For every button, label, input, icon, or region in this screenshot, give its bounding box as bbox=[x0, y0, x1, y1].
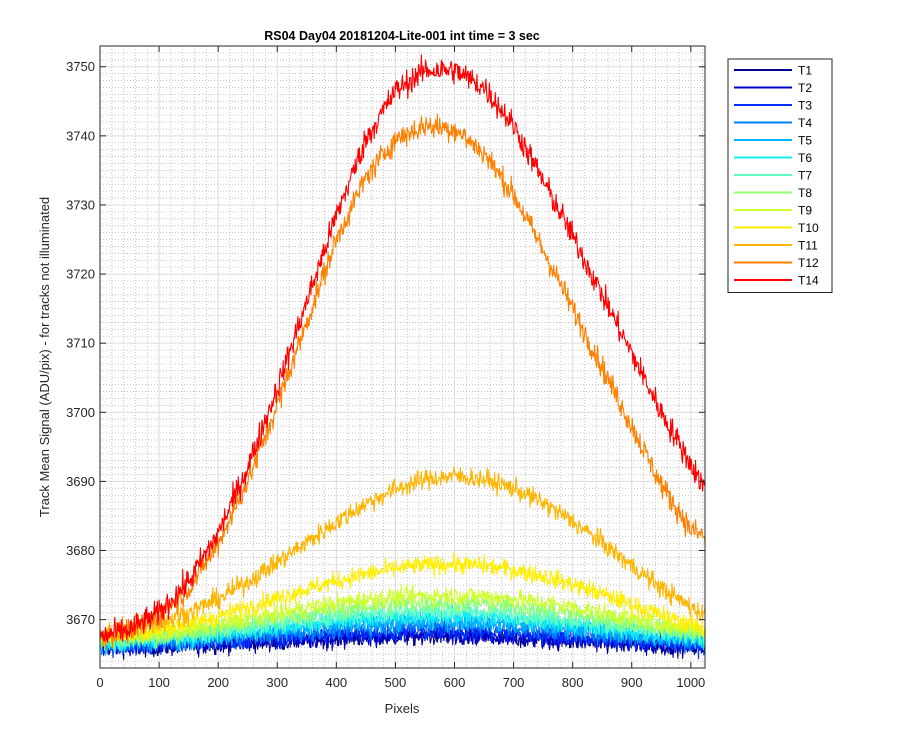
x-tick-label: 100 bbox=[148, 675, 170, 690]
plot-frame bbox=[99, 45, 706, 669]
legend-label-t1: T1 bbox=[798, 64, 812, 78]
series-line-t9 bbox=[100, 583, 705, 649]
legend[interactable]: T1 T2 T3 T4 T5 T6 T7 T8 T9 T10 T11 T12 T14 bbox=[727, 58, 833, 293]
series-line-t5 bbox=[100, 609, 705, 657]
y-tick-label: 3700 bbox=[66, 405, 95, 420]
x-axis-label: Pixels bbox=[385, 701, 420, 716]
legend-label-t7: T7 bbox=[798, 169, 812, 183]
series-line-t11 bbox=[100, 466, 705, 641]
legend-label-t2: T2 bbox=[798, 81, 812, 95]
series-line-t14 bbox=[100, 54, 705, 643]
x-tick-label: 300 bbox=[266, 675, 288, 690]
x-tick-label: 400 bbox=[325, 675, 347, 690]
y-tick-label: 3690 bbox=[66, 474, 95, 489]
series-lines bbox=[100, 54, 705, 660]
y-tick-label: 3710 bbox=[66, 336, 95, 351]
x-tick-label: 500 bbox=[385, 675, 407, 690]
x-tick-label: 800 bbox=[562, 675, 584, 690]
legend-label-t4: T4 bbox=[798, 116, 812, 130]
y-tick-label: 3730 bbox=[66, 197, 95, 212]
y-tick-label: 3740 bbox=[66, 128, 95, 143]
legend-label-t10: T10 bbox=[798, 221, 819, 235]
legend-label-t8: T8 bbox=[798, 186, 812, 200]
legend-label-t14: T14 bbox=[798, 274, 819, 288]
grid bbox=[99, 45, 705, 669]
axis-ticks: 0 100 200 300 400 500 600 700 800 900 1000 3670 3680… bbox=[66, 46, 705, 690]
series-line-t10 bbox=[100, 552, 705, 645]
chart-title: RS04 Day04 20181204-Lite-001 int time = … bbox=[264, 29, 540, 43]
x-tick-label: 900 bbox=[621, 675, 643, 690]
legend-label-t6: T6 bbox=[798, 151, 812, 165]
series-line-t12 bbox=[100, 113, 705, 650]
x-tick-label: 200 bbox=[207, 675, 229, 690]
legend-label-t5: T5 bbox=[798, 134, 812, 148]
y-tick-label: 3720 bbox=[66, 267, 95, 282]
legend-label-t3: T3 bbox=[798, 99, 812, 113]
x-tick-label: 1000 bbox=[676, 675, 705, 690]
x-tick-label: 700 bbox=[503, 675, 525, 690]
legend-label-t9: T9 bbox=[798, 204, 812, 218]
y-tick-label: 3670 bbox=[66, 612, 95, 627]
x-tick-label: 0 bbox=[96, 675, 103, 690]
y-tick-label: 3750 bbox=[66, 59, 95, 74]
legend-label-t12: T12 bbox=[798, 256, 819, 270]
x-tick-label: 600 bbox=[444, 675, 466, 690]
y-axis-label: Track Mean Signal (ADU/pix) - for tracks… bbox=[37, 197, 52, 517]
legend-label-t11: T11 bbox=[798, 239, 818, 253]
y-tick-label: 3680 bbox=[66, 543, 95, 558]
